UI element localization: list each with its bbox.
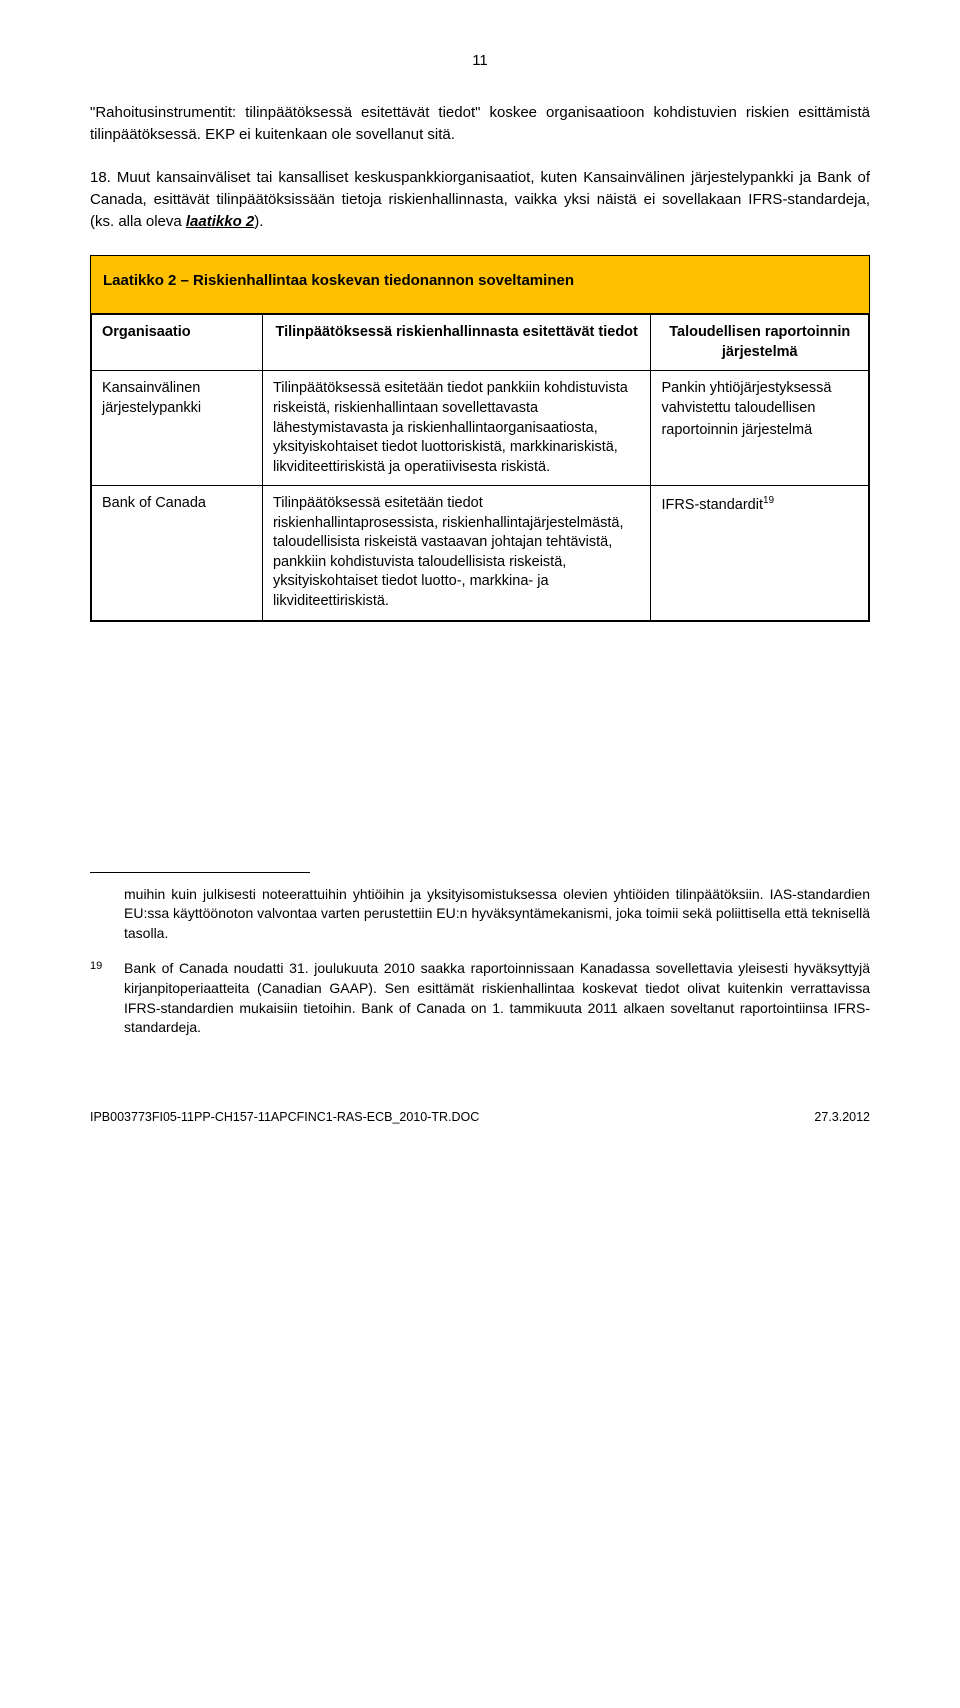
cell-sys-text: Pankin yhtiöjärjestyksessä vahvistettu t… <box>661 380 831 437</box>
footnote-19-mark: 19 <box>90 959 124 1037</box>
disclosure-table: Organisaatio Tilinpäätöksessä riskienhal… <box>91 314 869 620</box>
footnote-19: 19 Bank of Canada noudatti 31. joulukuut… <box>90 959 870 1037</box>
cell-sys-text: IFRS-standardit <box>661 497 763 513</box>
page-number: 11 <box>90 50 870 72</box>
col-org-header: Organisaatio <box>92 315 263 371</box>
box-2-table: Laatikko 2 – Riskienhallintaa koskevan t… <box>90 255 870 622</box>
page-footer: IPB003773FI05-11PP-CH157-11APCFINC1-RAS-… <box>90 1108 870 1126</box>
footnote-mark-empty <box>90 885 124 944</box>
cell-sys-sup: 19 <box>763 495 774 506</box>
table-header-row: Organisaatio Tilinpäätöksessä riskienhal… <box>92 315 869 371</box>
footnote-continuation-body: muihin kuin julkisesti noteerattuihin yh… <box>124 885 870 944</box>
cell-disc: Tilinpäätöksessä esitetään tiedot pankki… <box>262 371 651 486</box>
footer-date: 27.3.2012 <box>814 1108 870 1126</box>
box-reference-link: laatikko 2 <box>186 213 254 230</box>
paragraph-2-suffix: ). <box>254 213 263 230</box>
cell-org: Bank of Canada <box>92 486 263 620</box>
footnote-19-body: Bank of Canada noudatti 31. joulukuuta 2… <box>124 959 870 1037</box>
col-disc-header: Tilinpäätöksessä riskienhallinnasta esit… <box>262 315 651 371</box>
table-row: Kansainvälinen järjestelypankki Tilinpää… <box>92 371 869 486</box>
box-2-title: Laatikko 2 – Riskienhallintaa koskevan t… <box>91 256 869 315</box>
cell-sys: Pankin yhtiöjärjestyksessä vahvistettu t… <box>651 371 869 486</box>
footnote-continuation: muihin kuin julkisesti noteerattuihin yh… <box>90 885 870 944</box>
footer-doc-id: IPB003773FI05-11PP-CH157-11APCFINC1-RAS-… <box>90 1108 479 1126</box>
cell-org: Kansainvälinen järjestelypankki <box>92 371 263 486</box>
paragraph-1: "Rahoitusinstrumentit: tilinpäätöksessä … <box>90 102 870 146</box>
col-sys-header: Taloudellisen raportoinnin järjestelmä <box>651 315 869 371</box>
cell-disc: Tilinpäätöksessä esitetään tiedot riskie… <box>262 486 651 620</box>
table-row: Bank of Canada Tilinpäätöksessä esitetää… <box>92 486 869 620</box>
footnote-separator <box>90 872 310 873</box>
paragraph-2: 18. Muut kansainväliset tai kansalliset … <box>90 167 870 232</box>
cell-sys: IFRS-standardit19 <box>651 486 869 620</box>
